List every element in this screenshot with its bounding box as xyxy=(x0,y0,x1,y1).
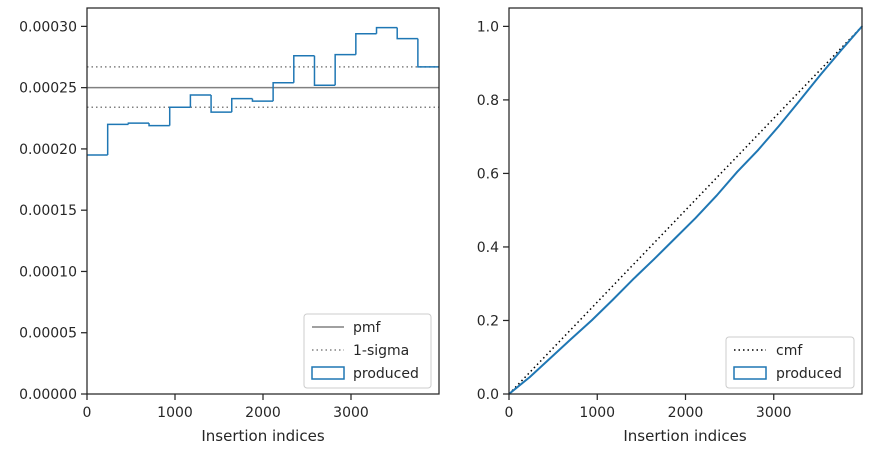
legend-produced-swatch-right xyxy=(733,366,767,380)
legend-produced-label: produced xyxy=(353,366,419,382)
right-legend: cmf produced xyxy=(725,336,855,389)
produced-point xyxy=(757,149,759,152)
histogram-bin xyxy=(106,123,129,156)
histogram-bin xyxy=(189,94,212,108)
produced-point xyxy=(570,338,573,340)
histogram-bin xyxy=(313,55,336,86)
right-chart: 0 1000 2000 3000 0.0 0.2 0.4 0.6 0.8 1.0 Insertio… xyxy=(477,7,863,445)
histogram-bin xyxy=(417,38,439,68)
produced-point xyxy=(528,376,531,378)
produced-point xyxy=(715,195,718,197)
left-ticks: 0 1000 2000 3000 0.00000 0.00005 0.00010 0.0001… xyxy=(19,19,369,421)
produced-point xyxy=(798,100,801,102)
left-chart-marks xyxy=(87,26,439,156)
histogram-bin xyxy=(272,81,294,102)
histogram-bin xyxy=(148,123,170,127)
legend-pmf-label: pmf xyxy=(353,320,382,336)
left-y-tick-label: 0.00015 xyxy=(19,203,77,219)
right-x-axis-label: Insertion indices xyxy=(623,427,746,445)
legend-produced-swatch xyxy=(311,366,345,380)
produced-point xyxy=(549,357,552,359)
produced-point xyxy=(632,278,635,280)
produced-point xyxy=(694,217,697,219)
left-legend-box xyxy=(303,313,432,389)
left-y-tick-label: 0.00030 xyxy=(19,19,77,35)
right-y-tick-label: 0.6 xyxy=(477,166,499,182)
produced-point xyxy=(674,237,676,240)
left-y-tick-label: 0.00005 xyxy=(19,326,77,342)
left-y-tick-label: 0.00010 xyxy=(19,264,77,280)
left-chart: 0 1000 2000 3000 0.00000 0.00005 0.00010 0.0001… xyxy=(19,7,440,445)
histogram-bin xyxy=(293,55,315,83)
right-x-tick-label: 1000 xyxy=(579,405,615,421)
left-x-axis-label: Insertion indices xyxy=(201,427,324,445)
histogram-bin xyxy=(127,122,150,125)
histogram-bin xyxy=(251,98,274,102)
histogram-bin xyxy=(168,106,191,126)
left-y-tick-label: 0.00025 xyxy=(19,81,77,97)
legend-cmf-label: cmf xyxy=(776,343,803,359)
right-ticks: 0 1000 2000 3000 0.0 0.2 0.4 0.6 0.8 1.0 xyxy=(477,19,792,421)
left-x-tick-label: 0 xyxy=(83,405,92,421)
produced-point xyxy=(819,74,821,77)
histogram-bin xyxy=(396,27,418,40)
right-y-tick-label: 1.0 xyxy=(477,19,499,35)
right-x-tick-label: 3000 xyxy=(756,405,792,421)
left-legend: pmf 1-sigma produced xyxy=(303,313,432,389)
produced-point xyxy=(611,299,614,301)
right-y-tick-label: 0.8 xyxy=(477,93,499,109)
produced-point xyxy=(736,171,738,173)
histogram-bin xyxy=(355,32,377,55)
left-x-tick-label: 2000 xyxy=(245,405,281,421)
produced-curve xyxy=(508,25,863,395)
produced-point xyxy=(840,49,842,52)
histogram-bin xyxy=(334,53,356,86)
produced-point xyxy=(653,258,655,260)
histogram-bin xyxy=(375,26,398,34)
legend-sigma-label: 1-sigma xyxy=(353,343,409,359)
right-x-tick-label: 0 xyxy=(505,405,514,421)
left-x-tick-label: 3000 xyxy=(333,405,369,421)
histogram-bin xyxy=(231,97,253,113)
right-axes-frame xyxy=(508,7,863,395)
left-y-tick-label: 0.00020 xyxy=(19,142,77,158)
left-y-tick-label: 0.00000 xyxy=(19,387,77,403)
left-x-tick-label: 1000 xyxy=(157,405,193,421)
right-y-tick-label: 0.0 xyxy=(477,387,499,403)
produced-point xyxy=(777,125,780,128)
right-x-tick-label: 2000 xyxy=(668,405,704,421)
right-y-tick-label: 0.4 xyxy=(477,240,499,256)
legend-produced-label-right: produced xyxy=(776,366,842,382)
histogram-bin xyxy=(210,95,232,113)
produced-point xyxy=(591,319,593,321)
right-y-tick-label: 0.2 xyxy=(477,313,499,329)
